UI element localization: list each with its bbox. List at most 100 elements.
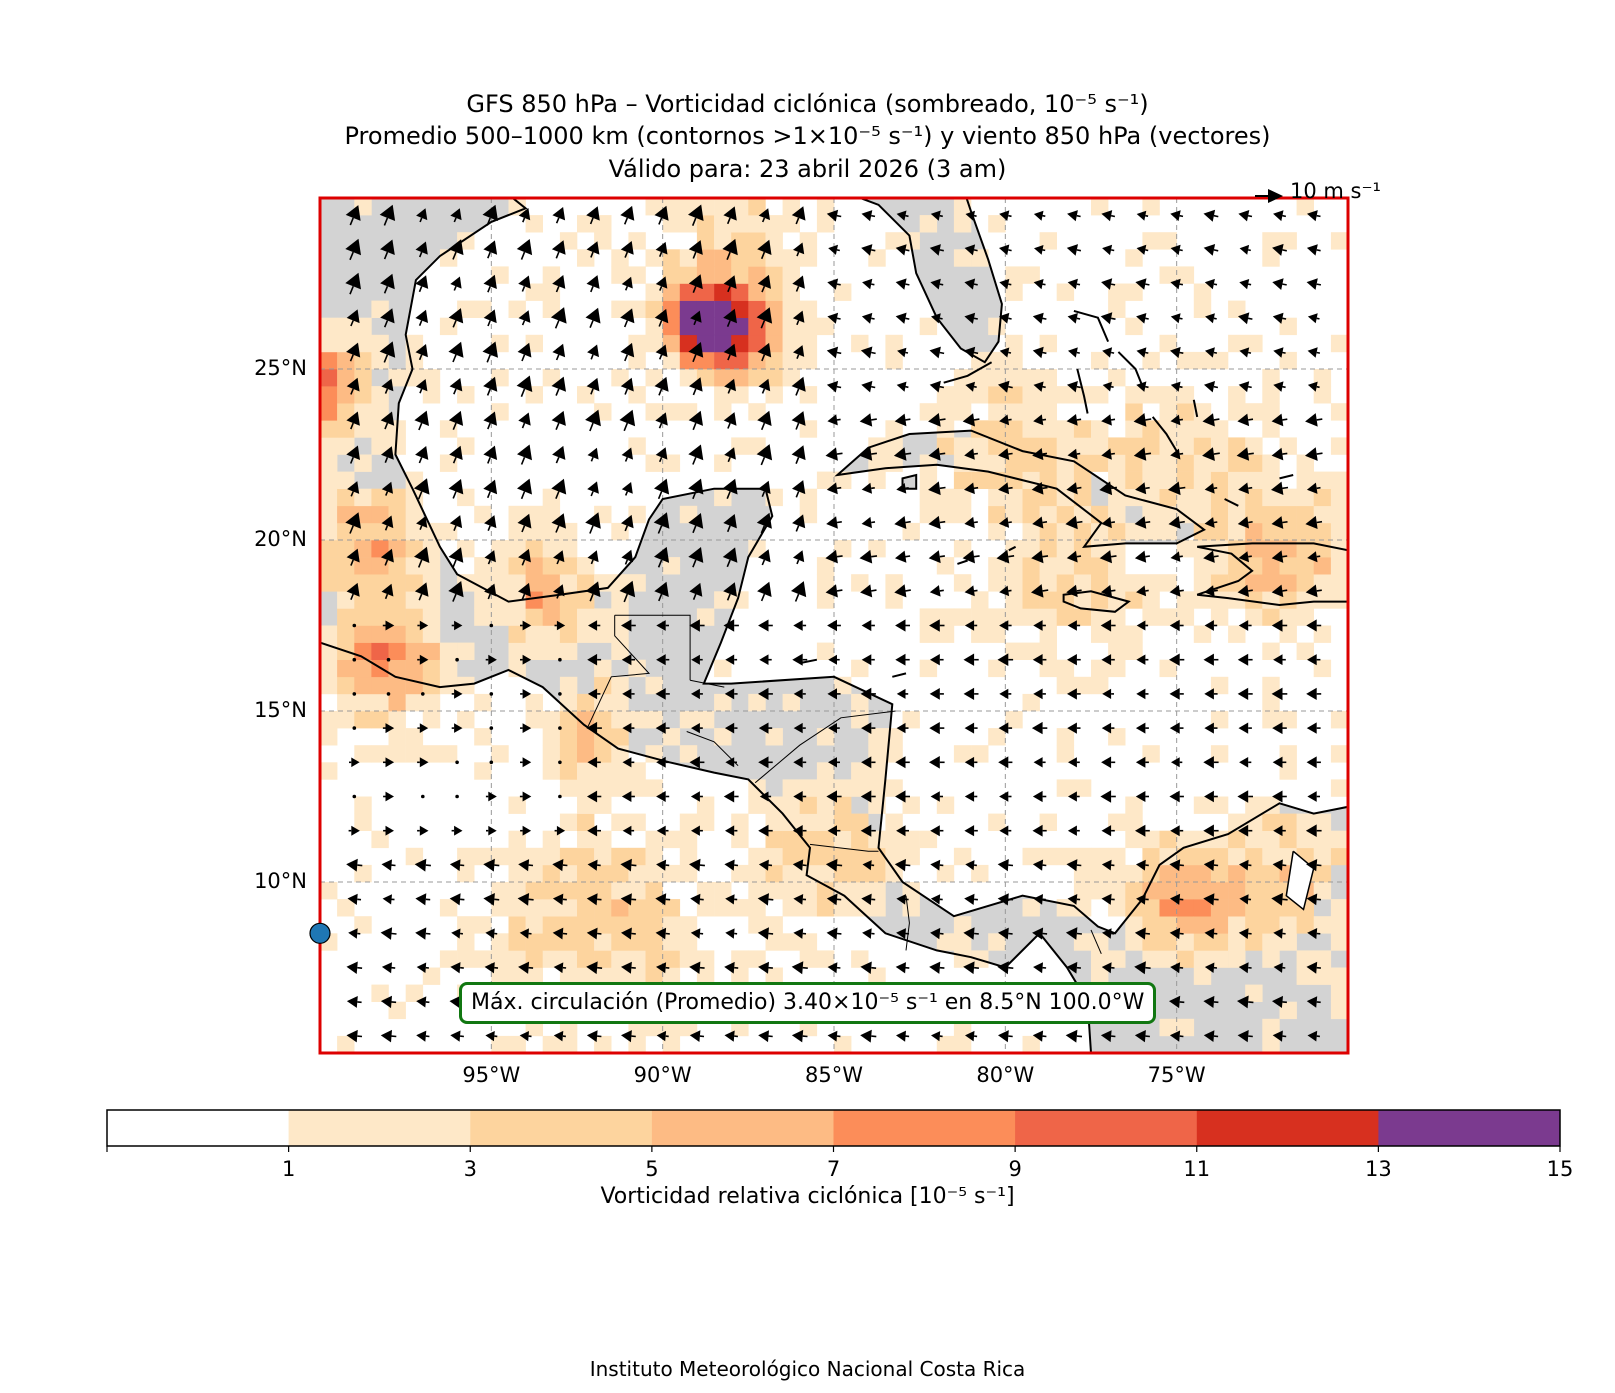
vorticity-cell (1279, 830, 1297, 849)
wind-vector (380, 239, 395, 260)
vorticity-cell (1262, 574, 1280, 592)
vorticity-cell (953, 608, 972, 626)
wind-vector (1033, 381, 1046, 392)
vorticity-cell (1142, 847, 1160, 866)
vorticity-cell (1262, 864, 1280, 883)
vorticity-cell (388, 728, 406, 746)
vorticity-cell (1159, 882, 1177, 900)
wind-vector (380, 1029, 397, 1043)
wind-vector (1307, 1030, 1320, 1042)
island-coastline (1224, 498, 1239, 507)
vorticity-cell (1313, 471, 1332, 489)
wind-vector (1170, 448, 1184, 460)
vorticity-cell (1313, 505, 1332, 524)
island-coastline (892, 672, 907, 678)
vorticity-cell (1005, 369, 1023, 387)
vorticity-cell (885, 591, 903, 609)
vorticity-cell (1245, 984, 1263, 1002)
vorticity-cell (714, 728, 732, 746)
vorticity-cell (337, 522, 355, 541)
vorticity-cell (508, 574, 526, 592)
vorticity-cell (988, 420, 1006, 438)
vorticity-cell (816, 471, 835, 489)
wind-vector (1067, 894, 1081, 905)
vorticity-cell (1228, 505, 1246, 524)
wind-vector (455, 794, 459, 799)
vorticity-cell (628, 847, 646, 866)
vorticity-cell (525, 608, 543, 626)
wind-vector (551, 513, 566, 533)
wind-vector (893, 447, 912, 461)
wind-vector (586, 275, 600, 293)
wind-vector (586, 927, 602, 940)
vorticity-cell (388, 437, 406, 455)
wind-vector (656, 1030, 669, 1042)
vorticity-cell (577, 933, 595, 951)
vorticity-cell (354, 864, 372, 883)
wind-vector (383, 757, 395, 768)
wind-vector (722, 478, 738, 499)
vorticity-cell (902, 830, 920, 849)
vorticity-cell (662, 830, 681, 849)
vorticity-cell (919, 488, 938, 507)
vorticity-cell (439, 950, 458, 968)
wind-vector (757, 581, 772, 602)
lake-maracaibo (1285, 850, 1315, 911)
wind-vector (380, 308, 395, 328)
wind-vector (689, 961, 705, 974)
vorticity-cell (1228, 386, 1246, 404)
wind-vector (1102, 688, 1114, 699)
wind-vector (929, 619, 945, 632)
wind-vector (758, 687, 773, 700)
vorticity-cell (782, 847, 800, 866)
vorticity-cell (611, 625, 629, 643)
vorticity-cell (1279, 745, 1297, 763)
vorticity-cell (953, 488, 972, 507)
wind-vector (1272, 1030, 1287, 1042)
vorticity-cell (491, 540, 509, 558)
vorticity-cell (919, 830, 938, 849)
vorticity-cell (731, 334, 749, 353)
wind-vector (621, 961, 636, 974)
wind-vector (827, 825, 841, 837)
vorticity-cell (611, 608, 629, 626)
vorticity-cell (748, 899, 766, 917)
wind-vector (518, 310, 531, 326)
wind-vector (999, 825, 1012, 836)
wind-vector (520, 654, 532, 665)
vorticity-cell (542, 711, 561, 729)
vorticity-cell (782, 779, 800, 797)
vorticity-cell (1296, 916, 1314, 934)
wind-vector (999, 210, 1012, 221)
vorticity-cell (508, 522, 526, 541)
wind-vector (448, 581, 464, 602)
wind-vector (1068, 791, 1080, 802)
wind-vector (449, 378, 463, 395)
wind-vector (383, 791, 394, 802)
vorticity-cell (1108, 557, 1126, 575)
vorticity-cell (371, 676, 389, 695)
wind-vector (827, 1030, 841, 1042)
vorticity-cell (1296, 557, 1314, 575)
vorticity-cell (371, 574, 389, 592)
vorticity-cell (457, 847, 475, 866)
vorticity-cell (577, 625, 595, 643)
wind-vector (689, 619, 705, 632)
vorticity-cell (337, 317, 355, 336)
vorticity-cell (748, 693, 766, 712)
lat-tick-label: 25°N (254, 356, 307, 380)
wind-vector (1066, 482, 1082, 495)
vorticity-cell (834, 899, 852, 917)
wind-vector (450, 208, 462, 223)
vorticity-cell (953, 745, 972, 763)
wind-vector (621, 654, 635, 666)
wind-vector (1067, 381, 1081, 393)
vorticity-cell (1142, 950, 1160, 968)
wind-vector (558, 794, 562, 799)
wind-vector (793, 791, 807, 802)
vorticity-cell (765, 728, 783, 746)
vorticity-cell (799, 950, 818, 968)
vorticity-cell (405, 728, 424, 746)
wind-vector (827, 312, 841, 324)
wind-vector (1067, 654, 1081, 666)
